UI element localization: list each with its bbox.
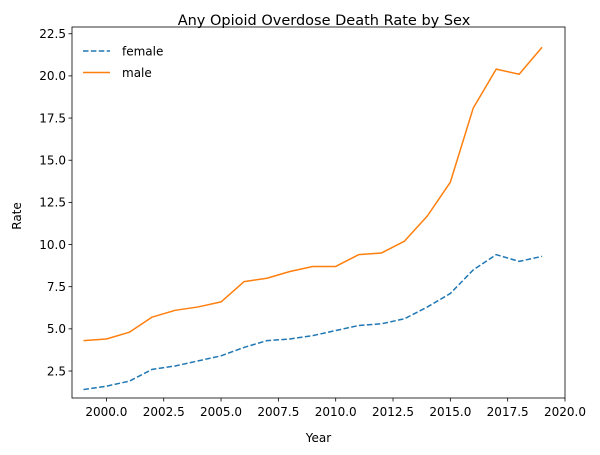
series-line-female	[83, 253, 543, 391]
x-axis: 2000.0 2002.5 2005.0 2007.5 2010.0 2012.5 2015…	[85, 398, 586, 419]
x-axis-title: Year	[305, 431, 331, 445]
chart-title: Any Opioid Overdose Death Rate by Sex	[178, 13, 471, 29]
legend: female male	[83, 44, 163, 80]
y-tick-label: 17.5	[39, 111, 66, 125]
x-tick-label: 2017.5	[487, 405, 529, 419]
y-tick-label: 5.0	[47, 322, 66, 336]
y-tick-label: 7.5	[47, 280, 66, 294]
y-tick-label: 10.0	[39, 238, 66, 252]
legend-label-male: male	[122, 66, 152, 80]
x-tick-label: 2010.0	[315, 405, 357, 419]
plot-area-frame	[71, 26, 566, 399]
series-layer	[83, 46, 543, 391]
x-tick-label: 2007.5	[257, 405, 299, 419]
y-axis-title: Rate	[10, 202, 24, 230]
x-tick-label: 2020.0	[544, 405, 586, 419]
x-tick-label: 2012.5	[372, 405, 414, 419]
y-tick-label: 2.5	[47, 364, 66, 378]
x-tick-label: 2005.0	[200, 405, 242, 419]
series-line-male	[83, 46, 543, 342]
y-tick-label: 15.0	[39, 154, 66, 168]
y-tick-label: 22.5	[39, 27, 66, 41]
x-tick-label: 2002.5	[143, 405, 185, 419]
x-tick-label: 2015.0	[429, 405, 471, 419]
y-tick-label: 12.5	[39, 196, 66, 210]
y-tick-label: 20.0	[39, 69, 66, 83]
legend-label-female: female	[122, 44, 163, 58]
x-tick-label: 2000.0	[85, 405, 127, 419]
y-axis: 2.5 5.0 7.5 10.0 12.5 15.0 17.5 20.0 22.5	[39, 27, 72, 378]
